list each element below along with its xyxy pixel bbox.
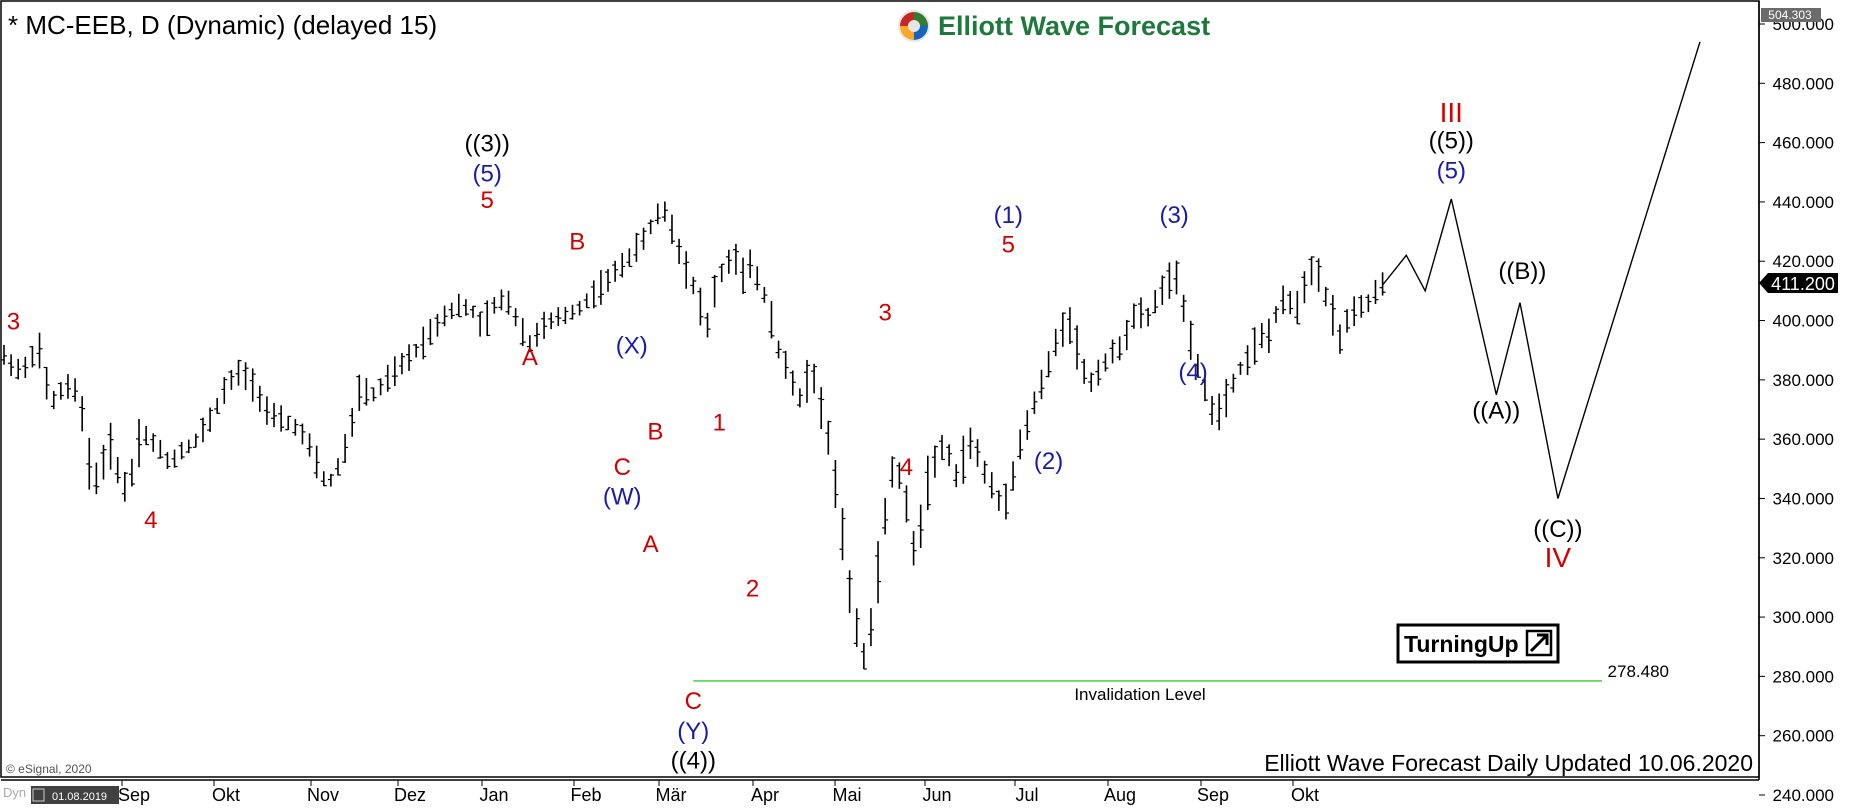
wave-label: (Y)	[677, 718, 709, 745]
x-tick-label: Sep	[1197, 785, 1229, 805]
date-box	[31, 786, 119, 804]
x-tick-label: Dez	[394, 785, 426, 805]
symbol-title: * MC-EEB, D (Dynamic) (delayed 15)	[8, 10, 438, 40]
calendar-icon	[32, 788, 45, 802]
x-tick-label: Sep	[118, 785, 150, 805]
y-tick-label: 300.000	[1773, 608, 1834, 627]
wave-label: 4	[900, 454, 913, 481]
wave-label: (W)	[603, 483, 642, 510]
footer-updated: Elliott Wave Forecast Daily Updated 10.0…	[1264, 750, 1753, 776]
ewf-logo-icon	[898, 10, 930, 42]
x-tick-label: Nov	[307, 785, 339, 805]
wave-label: 3	[878, 300, 891, 327]
y-tick-label: 260.000	[1773, 727, 1834, 746]
wave-label: ((3))	[465, 131, 510, 158]
last-price-tag	[1759, 273, 1838, 293]
wave-label: ((5))	[1429, 128, 1474, 155]
wave-label: 2	[746, 575, 759, 602]
wave-label: C	[614, 454, 631, 481]
y-tick-label: 460.000	[1773, 134, 1834, 153]
wave-label: (3)	[1159, 202, 1188, 229]
wave-label: 4	[144, 507, 157, 534]
wave-label: ((A))	[1472, 398, 1520, 425]
x-tick-label: Mär	[656, 785, 687, 805]
y-tick-label: 440.000	[1773, 193, 1834, 212]
invalidation-group: Invalidation Level 278.480	[693, 662, 1669, 704]
y-tick-label: 380.000	[1773, 371, 1834, 390]
corner-label: Dyn	[3, 785, 26, 800]
y-tick-label: 280.000	[1773, 667, 1834, 686]
wave-label: (4)	[1178, 359, 1207, 386]
wave-label: C	[685, 688, 702, 715]
turningup-badge: TurningUp	[1396, 623, 1560, 664]
copyright: © eSignal, 2020	[6, 762, 92, 776]
wave-label: A	[522, 344, 538, 371]
x-tick-label: Mai	[832, 785, 861, 805]
invalidation-label: Invalidation Level	[1074, 685, 1205, 704]
brand-name: Elliott Wave Forecast	[938, 10, 1211, 41]
x-tick-label: Jun	[922, 785, 951, 805]
wave-label: (5)	[1437, 157, 1466, 184]
x-axis: Sep Okt Nov Dez Jan Feb Mär Apr Mai Jun Jul Aug Sep O…	[118, 780, 1319, 805]
x-tick-label: Feb	[570, 785, 601, 805]
wave-label: B	[647, 418, 663, 445]
y-tick-label: 240.000	[1773, 786, 1834, 805]
y-tick-label: 420.000	[1773, 252, 1834, 271]
y-tick-label: 320.000	[1773, 549, 1834, 568]
date-box-value: 01.08.2019	[52, 791, 107, 803]
x-tick-label: Okt	[1291, 785, 1319, 805]
y-tick-label: 340.000	[1773, 489, 1834, 508]
wave-label: ((B))	[1498, 258, 1546, 285]
wave-label: (1)	[994, 202, 1023, 229]
invalidation-value: 278.480	[1608, 662, 1669, 681]
wave-label: IV	[1545, 542, 1572, 573]
wave-label: (2)	[1034, 448, 1063, 475]
wave-labels: 34((3))(5)5AB(X)BC(W)AC(Y)((4))1234(1)5(…	[7, 97, 1583, 774]
wave-label: III	[1440, 97, 1463, 128]
arrow-up-right-icon	[1525, 629, 1553, 657]
y-tick-label: 400.000	[1773, 312, 1834, 331]
wave-label: (5)	[473, 160, 502, 187]
wave-label: 5	[481, 187, 494, 214]
y-axis: 500.000480.000460.000440.000420.000400.0…	[1759, 15, 1834, 805]
wave-label: A	[643, 531, 659, 558]
axis-top-value: 504.303	[1768, 8, 1812, 22]
wave-label: ((4))	[671, 747, 716, 774]
x-tick-label: Aug	[1104, 785, 1136, 805]
last-price-value: 411.200	[1771, 274, 1835, 294]
projection-path	[1382, 41, 1701, 499]
brand-logo: Elliott Wave Forecast	[896, 6, 1210, 46]
x-tick-label: Jan	[479, 785, 508, 805]
x-tick-label: Apr	[751, 785, 779, 805]
axis-top-tag	[1761, 8, 1821, 22]
price-bars	[1, 201, 1386, 670]
wave-label: 1	[713, 409, 726, 436]
x-tick-label: Jul	[1015, 785, 1038, 805]
x-tick-label: Okt	[212, 785, 240, 805]
y-tick-label: 360.000	[1773, 430, 1834, 449]
y-tick-label: 480.000	[1773, 74, 1834, 93]
wave-label: B	[569, 228, 585, 255]
wave-label: 3	[7, 309, 20, 336]
wave-label: ((C))	[1533, 516, 1582, 543]
wave-label: 5	[1002, 231, 1015, 258]
wave-label: (X)	[616, 332, 648, 359]
turningup-label: TurningUp	[1404, 631, 1519, 657]
projection-line	[1382, 41, 1701, 499]
